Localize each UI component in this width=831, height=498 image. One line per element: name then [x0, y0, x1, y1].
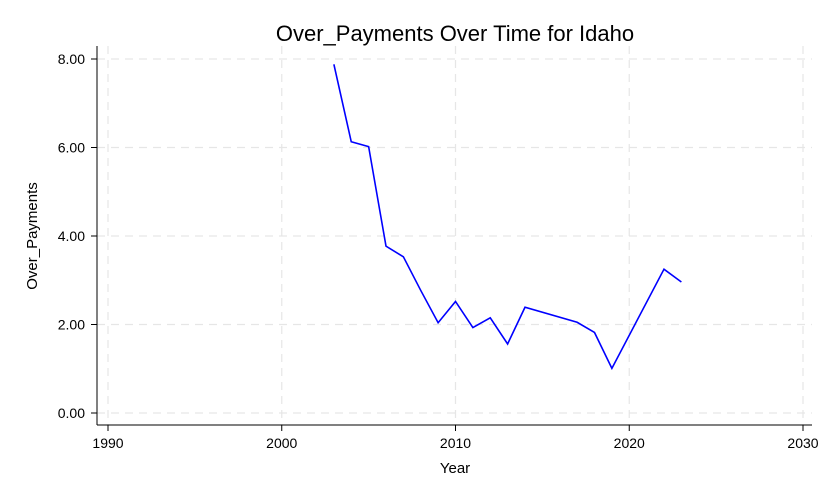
- series-line: [333, 64, 682, 371]
- y-tick-label: 6.00: [58, 140, 85, 156]
- grid: [97, 46, 812, 425]
- x-tick-label: 2020: [614, 435, 645, 451]
- ticks: 0.00 2.00 4.00 6.00 8.00 1990 2000 2010 2020 2030: [58, 51, 819, 451]
- y-tick-label: 2.00: [58, 317, 85, 333]
- x-tick-label: 1990: [92, 435, 123, 451]
- x-tick-label: 2010: [440, 435, 471, 451]
- y-tick-label: 0.00: [58, 405, 85, 421]
- y-axis-label: Over_Payments: [24, 182, 41, 290]
- x-tick-label: 2030: [787, 435, 818, 451]
- x-tick-label: 2000: [266, 435, 297, 451]
- x-axis-label: Year: [440, 460, 470, 477]
- chart-title: Over_Payments Over Time for Idaho: [276, 21, 634, 46]
- series: [333, 64, 682, 371]
- y-tick-label: 8.00: [58, 51, 85, 67]
- y-tick-label: 4.00: [58, 228, 85, 244]
